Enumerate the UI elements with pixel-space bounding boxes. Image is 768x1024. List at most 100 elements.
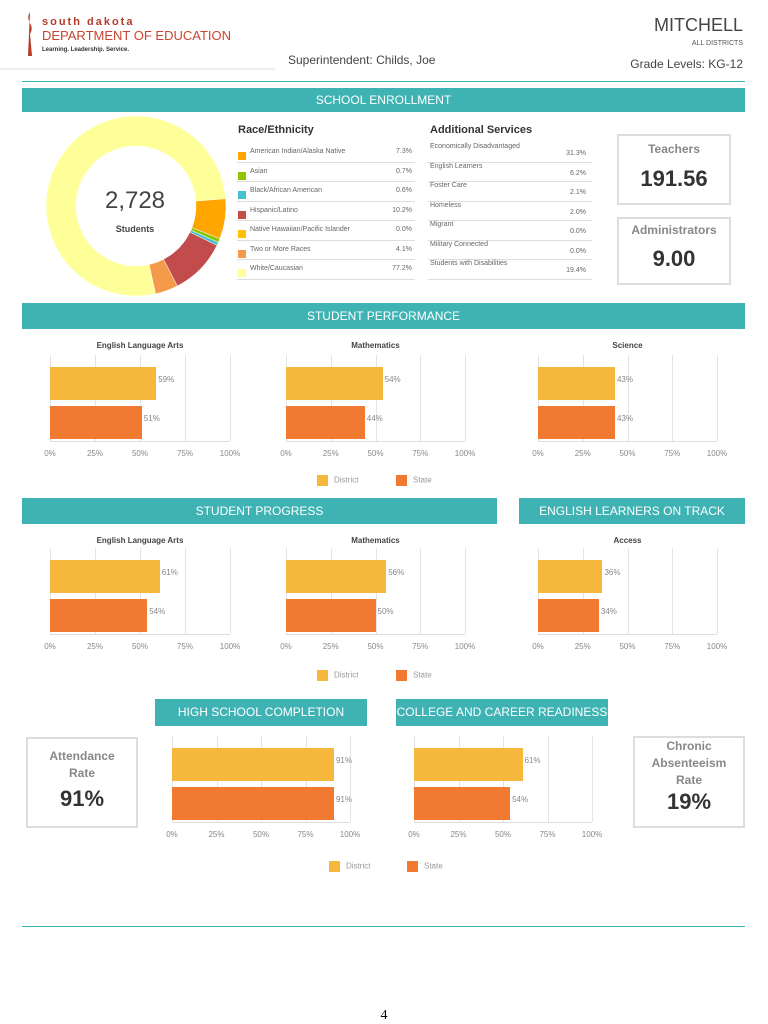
- service-value: 0.0%: [570, 228, 586, 235]
- axis-tick-label: 100%: [581, 830, 603, 839]
- race-label: White/Caucasian: [250, 265, 303, 272]
- race-color-swatch: [238, 269, 246, 277]
- axis-tick-label: 0%: [408, 830, 420, 839]
- grade-levels: Grade Levels: KG-12: [630, 57, 743, 71]
- service-label: Economically Disadvantaged: [430, 143, 520, 150]
- race-row: American Indian/Alaska Native 7.3%: [237, 143, 415, 163]
- axis-tick-label: 25%: [450, 830, 467, 839]
- divider: [22, 926, 745, 927]
- data-label: 44%: [366, 413, 383, 423]
- donut-slice: [45, 115, 226, 297]
- bar-state: [172, 786, 334, 820]
- legend: District: [317, 475, 358, 486]
- x-axis: [538, 441, 717, 442]
- attendance-box: Attendance Rate 91%: [26, 737, 138, 828]
- data-label: 34%: [600, 606, 617, 616]
- axis-tick-label: 75%: [412, 449, 429, 458]
- chart-title: Science: [612, 341, 643, 350]
- bar-state: [414, 786, 511, 820]
- x-axis: [286, 634, 465, 635]
- x-axis: [50, 441, 230, 442]
- bar-district: [538, 367, 615, 400]
- data-label: 61%: [161, 568, 178, 577]
- gridline: [672, 548, 674, 634]
- axis-tick-label: 50%: [367, 642, 384, 651]
- bar-district: [50, 560, 160, 593]
- x-axis: [538, 634, 717, 635]
- gridline: [420, 355, 422, 441]
- chart-title: English Language Arts: [96, 341, 184, 350]
- race-value: 7.3%: [396, 148, 412, 155]
- race-color-swatch: [238, 152, 246, 160]
- section-student-progress: STUDENT PROGRESS: [22, 498, 497, 524]
- bar-state: [538, 405, 615, 439]
- data-label: 54%: [149, 606, 166, 616]
- axis-tick-label: 50%: [494, 830, 511, 839]
- chart-title: Access: [613, 536, 642, 545]
- data-label: 54%: [384, 375, 401, 384]
- service-row: Migrant 0.0%: [428, 221, 592, 241]
- bar-state: [50, 405, 142, 439]
- race-color-swatch: [238, 230, 246, 238]
- race-color-swatch: [238, 210, 246, 219]
- service-label: Military Connected: [430, 240, 488, 248]
- axis-tick-label: 50%: [131, 642, 148, 651]
- data-label: 59%: [158, 375, 175, 384]
- data-label: 54%: [512, 794, 529, 804]
- axis-tick-label: 100%: [454, 642, 476, 651]
- torch-icon: [28, 12, 32, 56]
- service-row: Homeless 2.0%: [428, 202, 592, 221]
- teachers-box: Teachers 191.56: [617, 134, 731, 205]
- race-label: Two or More Races: [250, 245, 311, 253]
- axis-tick-label: 0%: [280, 642, 292, 651]
- data-label: 36%: [604, 568, 621, 577]
- logo: south dakota DEPARTMENT OF EDUCATION Lea…: [22, 10, 242, 58]
- axis-tick-label: 50%: [131, 449, 148, 458]
- section-high-school-completion: HIGH SCHOOL COMPLETION: [155, 699, 367, 726]
- bar-state: [50, 598, 148, 632]
- service-value: 19.4%: [566, 267, 586, 274]
- service-row: English Learners 6.2%: [428, 163, 592, 182]
- section-college-career-readiness: COLLEGE AND CAREER READINESS: [396, 699, 608, 726]
- race-color-swatch: [238, 171, 246, 180]
- administrators-label: Administrators: [631, 223, 717, 237]
- axis-tick-label: 100%: [339, 830, 361, 839]
- gridline: [420, 548, 422, 634]
- race-label: Native Hawaiian/Pacific Islander: [250, 226, 350, 233]
- race-value: 0.6%: [396, 187, 412, 194]
- bar-state: [286, 405, 365, 439]
- enrollment-donut-chart: [45, 115, 227, 297]
- x-axis: [172, 822, 350, 823]
- data-label: 43%: [616, 375, 633, 384]
- teachers-label: Teachers: [648, 142, 700, 156]
- data-label: 43%: [616, 413, 633, 423]
- section-school-enrollment: SCHOOL ENROLLMENT: [22, 88, 745, 112]
- divider: [22, 81, 745, 82]
- legend: District: [329, 861, 370, 872]
- administrators-box: Administrators 9.00: [617, 217, 731, 285]
- superintendent: Superintendent: Childs, Joe: [288, 53, 436, 67]
- race-row: Hispanic/Latino 10.2%: [237, 202, 415, 221]
- axis-tick-label: 100%: [219, 642, 241, 651]
- service-label: Foster Care: [430, 182, 467, 189]
- bar-district: [414, 748, 523, 781]
- axis-tick-label: 100%: [219, 449, 241, 458]
- data-label: 61%: [524, 756, 541, 765]
- race-label: Hispanic/Latino: [250, 206, 298, 214]
- gridline: [672, 355, 674, 441]
- axis-tick-label: 100%: [706, 642, 728, 651]
- race-row: Native Hawaiian/Pacific Islander 0.0%: [237, 221, 415, 241]
- gridline: [717, 355, 718, 441]
- district-swatch: [317, 670, 328, 681]
- x-axis: [414, 822, 592, 823]
- services-title: Additional Services: [430, 124, 533, 136]
- axis-tick-label: 50%: [252, 830, 269, 839]
- race-value: 77.2%: [392, 265, 412, 272]
- gridline: [627, 548, 629, 634]
- x-axis: [286, 441, 465, 442]
- gridline: [592, 736, 593, 822]
- chart-title: Mathematics: [351, 341, 400, 350]
- axis-tick-label: 75%: [664, 642, 681, 651]
- service-row: Students with Disabilities 19.4%: [428, 260, 592, 280]
- bar-district: [286, 367, 383, 400]
